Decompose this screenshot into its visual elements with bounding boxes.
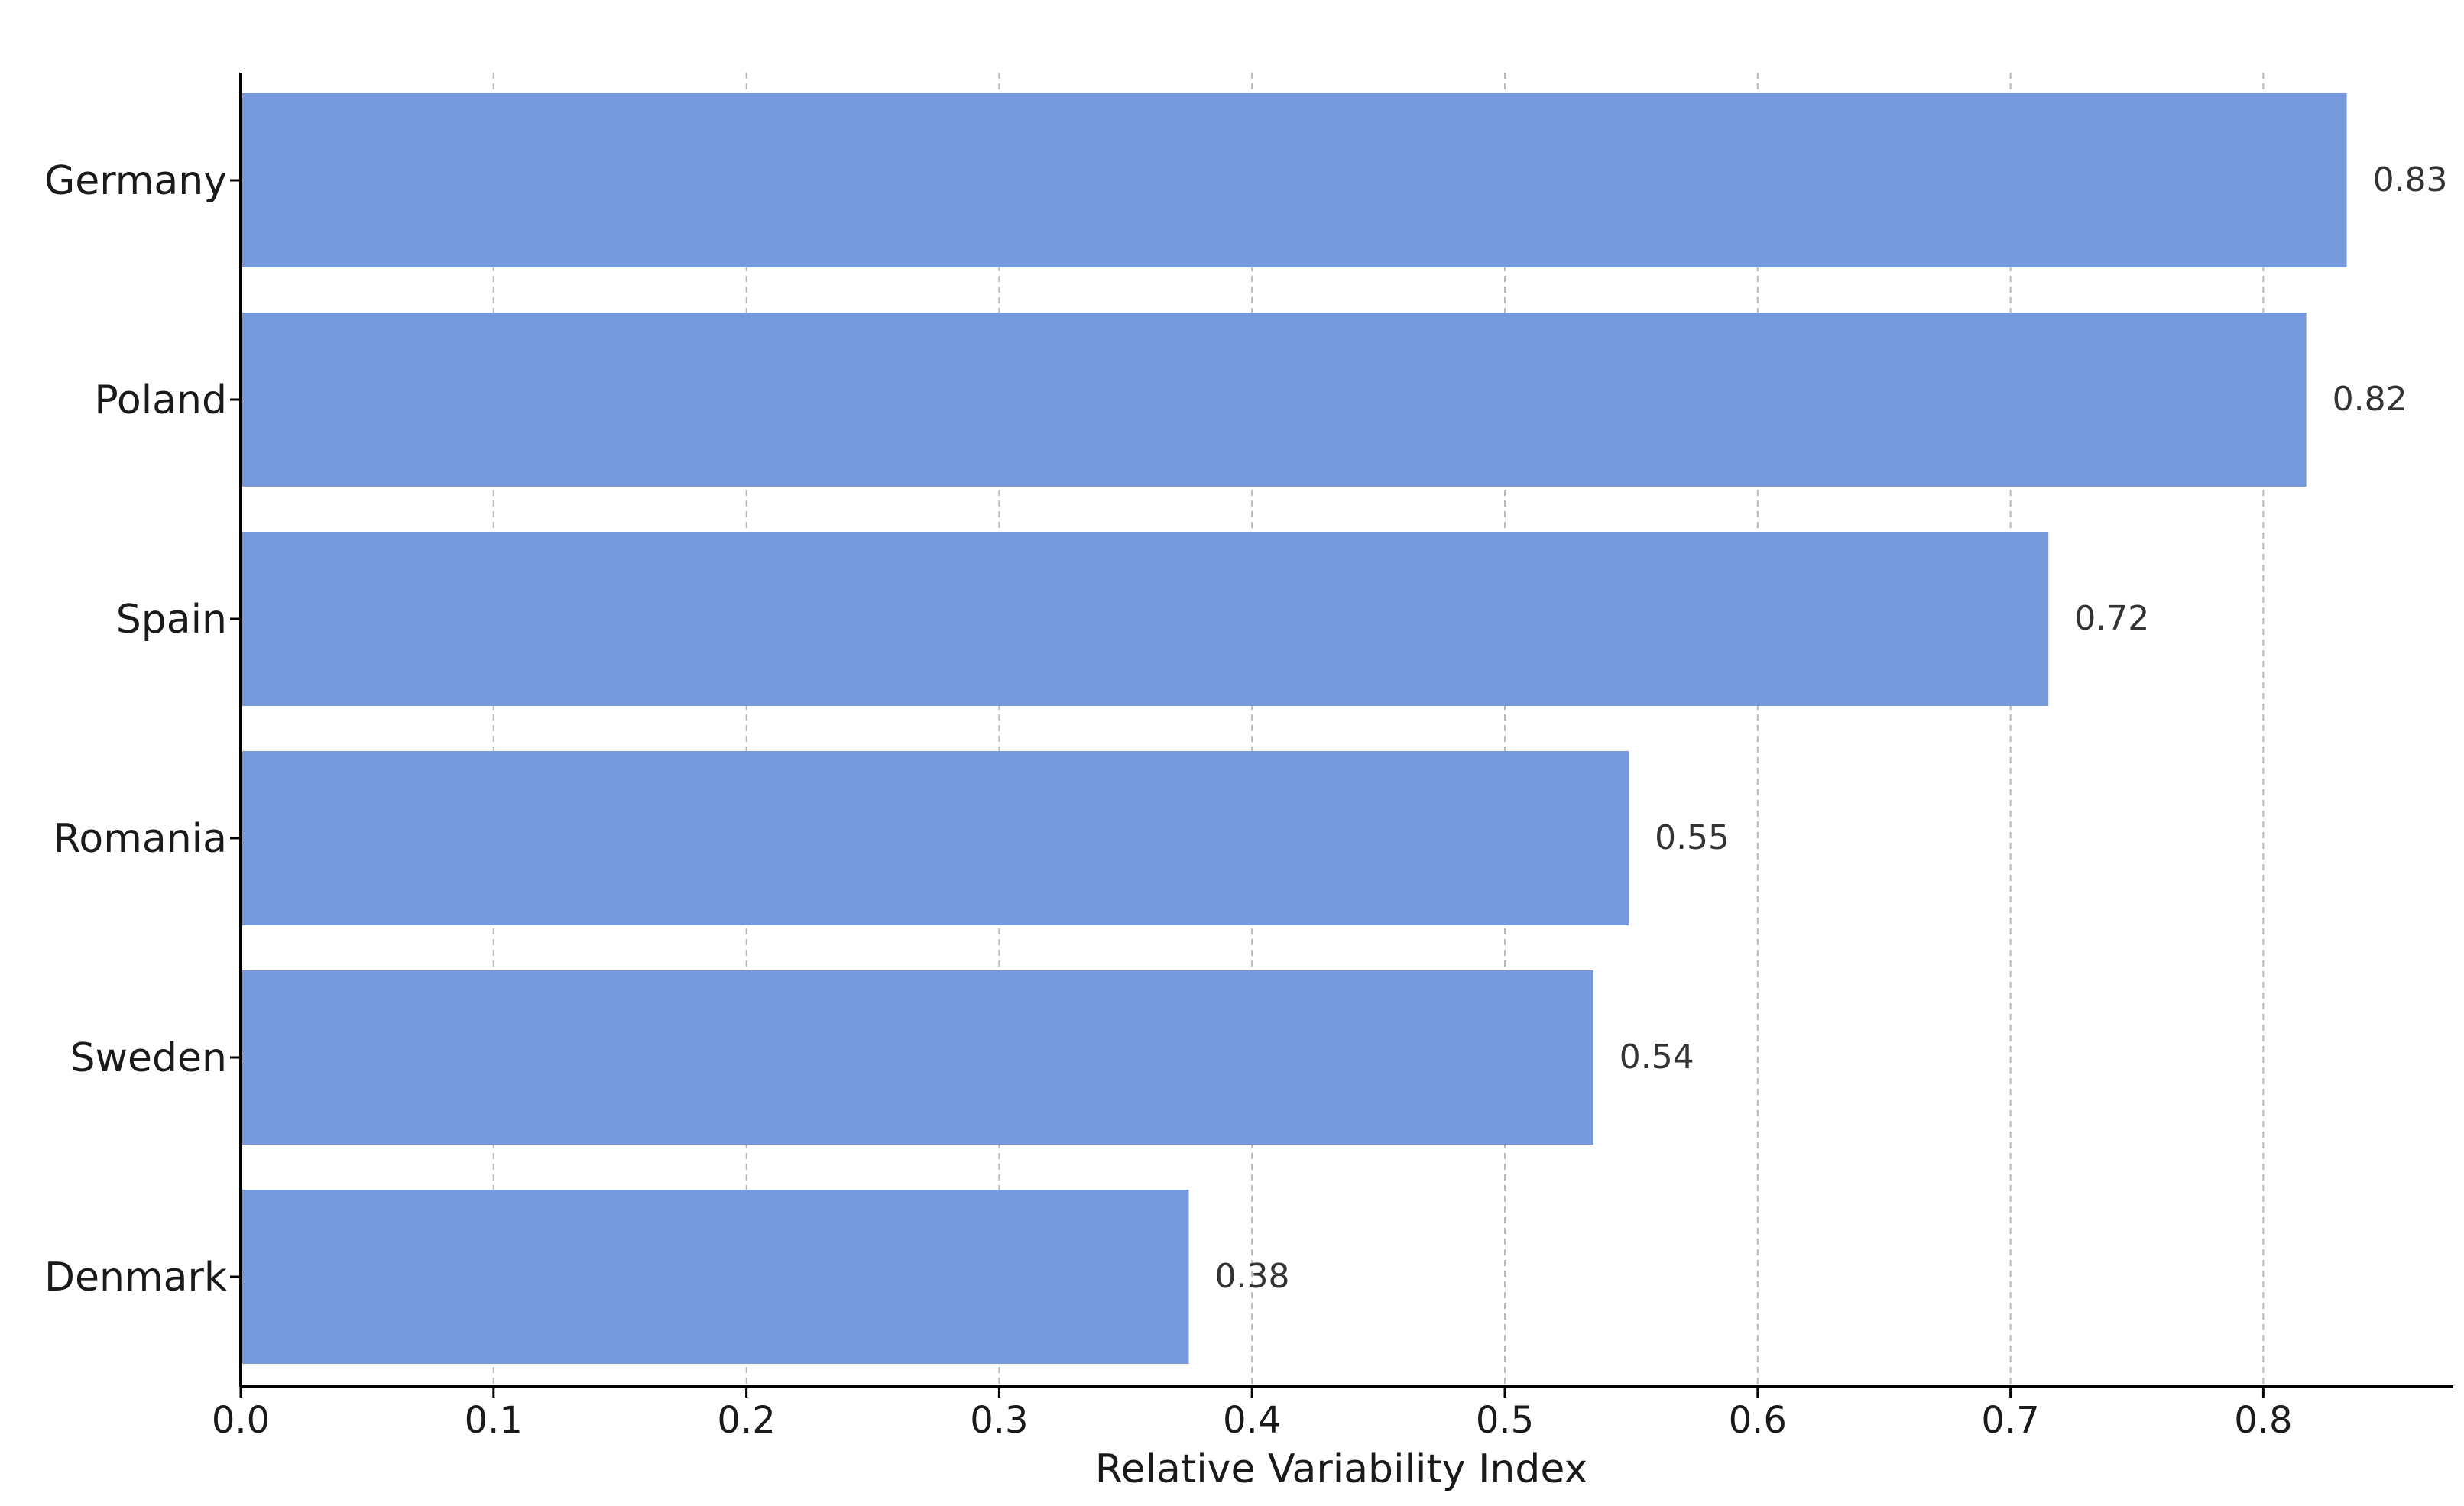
category-label: Denmark: [44, 1255, 227, 1300]
x-axis-title: Relative Variability Index: [1095, 1446, 1588, 1492]
bar: [241, 313, 2307, 487]
x-tick-label: 0.8: [2234, 1399, 2292, 1442]
bar: [241, 1190, 1189, 1364]
data-label: 0.55: [1655, 818, 1730, 857]
category-label: Poland: [94, 377, 227, 423]
x-tick-label: 0.2: [717, 1399, 775, 1442]
category-label: Spain: [116, 597, 227, 643]
data-label: 0.83: [2373, 160, 2448, 199]
data-labels: 0.83 0.82 0.72 0.55 0.54 0.38: [1215, 160, 2448, 1296]
x-tick-label: 0.5: [1476, 1399, 1534, 1442]
x-tick-label: 0.1: [465, 1399, 523, 1442]
gridlines: [492, 73, 2265, 1387]
x-tick-label: 0.4: [1223, 1399, 1281, 1442]
x-tick-label: 0.0: [212, 1399, 270, 1442]
data-label: 0.72: [2074, 599, 2149, 638]
category-label: Sweden: [70, 1035, 228, 1081]
x-tick-label: 0.7: [1981, 1399, 2039, 1442]
data-label: 0.54: [1619, 1038, 1694, 1077]
bar: [241, 93, 2347, 267]
x-axis-ticks: 0.0 0.1 0.2 0.3 0.4 0.5 0.6 0.7 0.8: [212, 1387, 2293, 1442]
axes: [239, 73, 2453, 1388]
bar: [241, 970, 1593, 1145]
bar: [241, 751, 1629, 925]
category-label: Romania: [53, 816, 227, 862]
category-label: Germany: [44, 158, 227, 204]
x-tick-label: 0.3: [970, 1399, 1028, 1442]
data-label: 0.82: [2333, 380, 2407, 419]
data-label: 0.38: [1215, 1257, 1290, 1296]
x-tick-label: 0.6: [1729, 1399, 1787, 1442]
y-axis-categories: Germany Poland Spain Romania Sweden Denmark: [44, 158, 241, 1300]
bar: [241, 532, 2049, 706]
bars: [241, 93, 2347, 1364]
